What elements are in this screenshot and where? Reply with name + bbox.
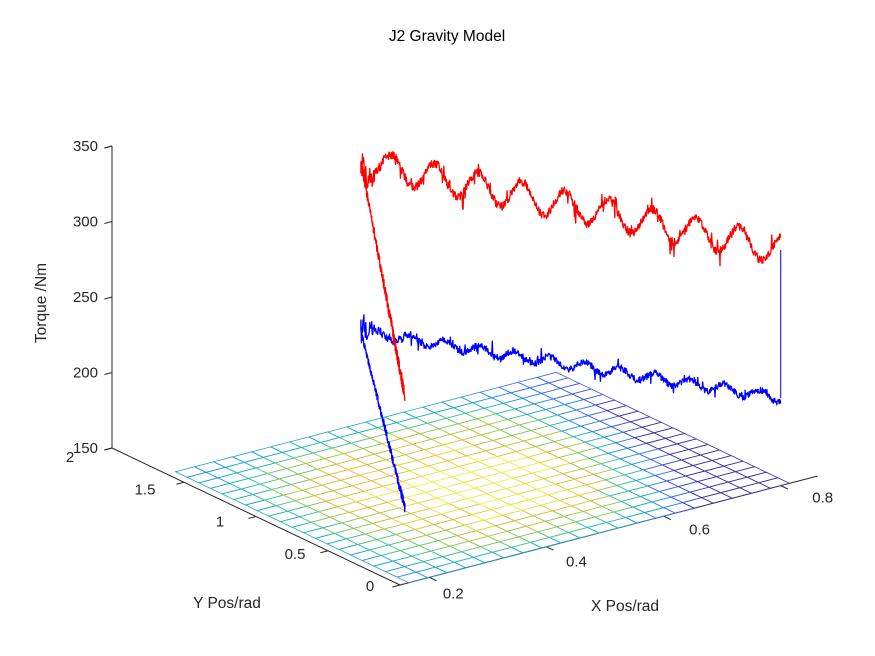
x-tick-label-0.8: 0.8 bbox=[812, 490, 833, 507]
y-tick-label-0.5: 0.5 bbox=[285, 546, 306, 563]
x-tick-label-0.2: 0.2 bbox=[443, 585, 464, 602]
y-axis-label: Y Pos/rad bbox=[193, 595, 261, 612]
x-tick-label-0.6: 0.6 bbox=[689, 522, 710, 539]
z-tick-label-250: 250 bbox=[73, 289, 98, 306]
y-tick-label-1.5: 1.5 bbox=[135, 481, 156, 498]
z-tick-label-150: 150 bbox=[73, 440, 98, 457]
x-tick-label-0.4: 0.4 bbox=[566, 553, 587, 570]
joint-2-torque-red-line bbox=[360, 151, 782, 402]
y-tick-label-1: 1 bbox=[216, 514, 224, 531]
z-tick-label-200: 200 bbox=[73, 365, 98, 382]
joint-1-torque-blue-line bbox=[360, 314, 782, 513]
mesh-cell bbox=[536, 371, 570, 384]
x-axis-label: X Pos/rad bbox=[591, 598, 659, 615]
torque-series-layer bbox=[360, 151, 782, 513]
z-tick-label-300: 300 bbox=[73, 214, 98, 231]
mesh-surface bbox=[174, 371, 791, 584]
z-tick-label-350: 350 bbox=[73, 138, 98, 155]
z-axis-label: Torque /Nm bbox=[33, 263, 50, 343]
plot-title: J2 Gravity Model bbox=[389, 28, 505, 45]
y-tick-label-2: 2 bbox=[66, 449, 74, 466]
y-tick-label-0: 0 bbox=[366, 578, 374, 595]
